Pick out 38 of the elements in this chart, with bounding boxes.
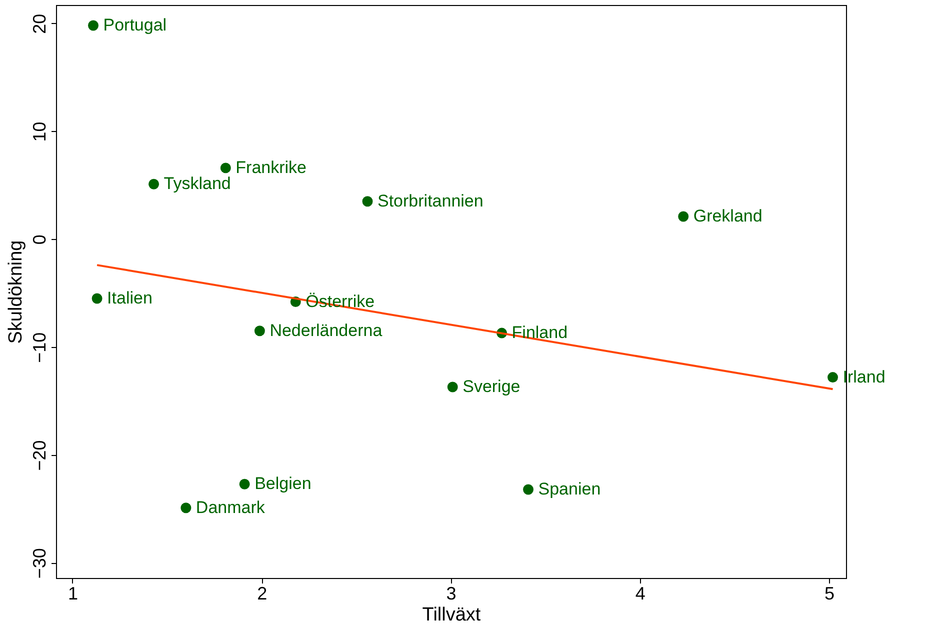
point — [180, 502, 192, 514]
annotation: Finland — [512, 323, 568, 342]
y-tick-label: −20 — [30, 440, 50, 471]
y-tick-label: −10 — [30, 332, 50, 363]
annotation: Österrike — [306, 292, 375, 311]
y-tick-label: 20 — [30, 14, 50, 34]
x-tick-label: 5 — [824, 584, 834, 604]
x-tick-label: 4 — [635, 584, 646, 604]
point — [239, 478, 250, 490]
annotation: Frankrike — [236, 158, 307, 177]
annotation: Portugal — [103, 16, 167, 35]
annotation: Danmark — [196, 498, 266, 517]
annotation: Tyskland — [164, 174, 231, 194]
annotation: Storbritannien — [378, 191, 484, 210]
x-axis-title: Tillväxt — [422, 604, 482, 626]
annotation: Sverige — [462, 377, 520, 396]
y-tick-label: −30 — [30, 548, 50, 579]
annotation: Spanien — [538, 480, 601, 499]
point — [88, 20, 99, 31]
point — [254, 326, 265, 336]
y-tick-label: 10 — [30, 122, 50, 142]
annotation: Grekland — [693, 206, 762, 226]
y-axis-title: Skuldökning — [6, 240, 26, 344]
annotation: Belgien — [254, 474, 312, 494]
x-tick-label: 2 — [257, 584, 268, 604]
x-tick-label: 3 — [446, 584, 456, 604]
point — [148, 178, 160, 190]
annotation: Italien — [107, 288, 152, 308]
point — [523, 484, 534, 495]
point — [362, 196, 373, 207]
annotation: Nederländerna — [270, 320, 383, 340]
point — [92, 293, 102, 304]
y-tick-label: 0 — [30, 234, 50, 245]
point — [447, 382, 458, 392]
x-tick-label: 1 — [68, 584, 78, 604]
point — [678, 211, 689, 222]
point — [220, 162, 231, 174]
point — [828, 372, 838, 383]
